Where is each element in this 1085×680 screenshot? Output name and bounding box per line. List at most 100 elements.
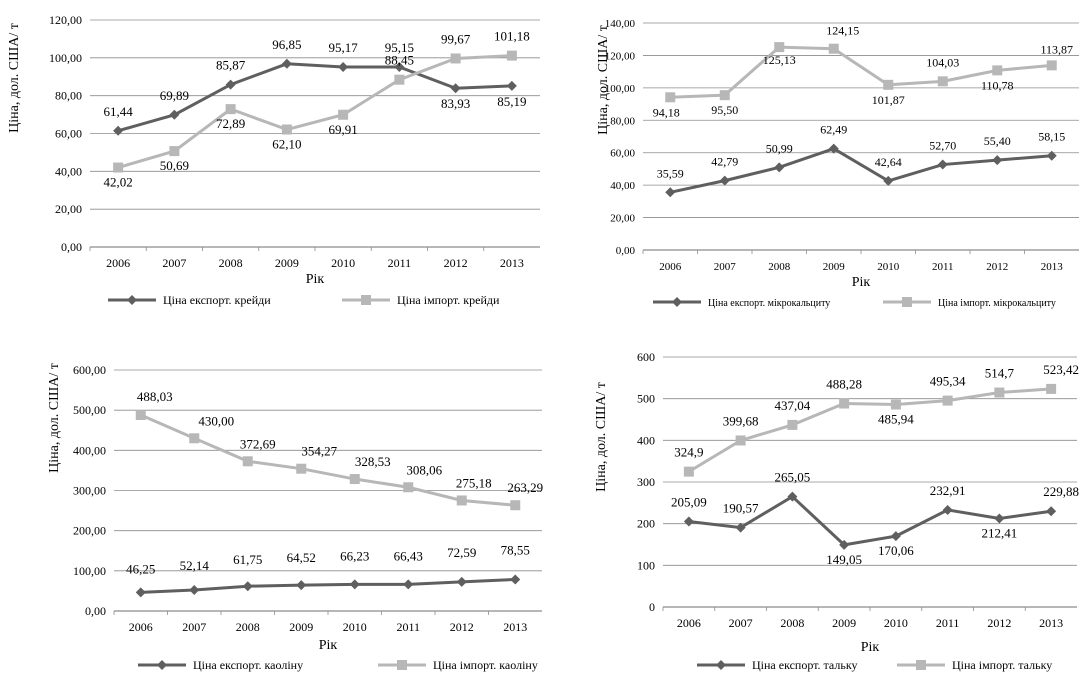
export-point-marker (169, 109, 180, 120)
data-label: 263,29 (507, 480, 543, 495)
export-point-marker (1046, 150, 1057, 161)
y-tick-label: 120,00 (49, 13, 82, 27)
import-point-marker (883, 79, 894, 90)
x-tick-label: 2008 (780, 616, 804, 630)
data-label: 88,45 (385, 53, 414, 68)
import-point-marker (456, 495, 467, 506)
data-label: 101,18 (494, 29, 530, 44)
data-label: 110,78 (981, 78, 1014, 92)
chart-svg: 0 100 200 300 400 500 600 2006 2007 2008 2009 2010 2… (594, 350, 1079, 672)
y-tick-label: 0,00 (616, 245, 636, 257)
export-point-marker (774, 162, 785, 173)
export-point-marker (719, 175, 730, 186)
export-point-marker (937, 159, 948, 170)
export-point-marker (828, 143, 839, 154)
y-tick-label: 60,00 (610, 148, 635, 160)
chart-svg: 0,00 100,00 200,00 300,00 400,00 500,00 600,00… (47, 363, 543, 672)
data-label: 78,55 (501, 542, 530, 557)
x-tick-label: 2006 (106, 256, 130, 270)
chart-chalk-prices: 0,00 20,00 40,00 60,00 80,00 100,00 120,00 2006… (0, 0, 545, 320)
export-point-marker (189, 585, 200, 596)
data-label: 308,06 (406, 462, 442, 477)
data-label: 372,69 (240, 436, 276, 451)
data-label: 72,89 (216, 116, 245, 131)
import-point-marker (506, 50, 517, 61)
import-point-marker (349, 474, 360, 485)
chart-svg: 0,00 20,00 40,00 60,00 80,00 100,00 120,00 2006… (7, 13, 540, 307)
data-label: 72,59 (447, 545, 476, 560)
export-point-marker (338, 61, 349, 72)
data-label: 104,03 (926, 55, 959, 69)
data-label: 42,02 (104, 175, 133, 190)
export-point-marker (883, 175, 894, 186)
export-point-marker (456, 576, 467, 587)
data-label: 61,44 (104, 104, 134, 119)
data-label: 125,13 (763, 53, 796, 67)
x-tick-label: 2009 (275, 256, 299, 270)
x-axis-title: Рік (852, 275, 871, 290)
data-label: 229,88 (1043, 484, 1079, 499)
import-point-marker (510, 500, 521, 511)
y-tick-label: 200,00 (73, 524, 106, 538)
x-tick-label: 2007 (162, 256, 186, 270)
data-label: 485,94 (878, 412, 914, 427)
export-point-marker (349, 579, 360, 590)
legend-label: Ціна експорт. тальку (752, 658, 857, 672)
export-point-marker (1046, 506, 1057, 517)
x-tick-label: 2013 (503, 620, 527, 634)
y-tick-label: 300,00 (73, 484, 106, 498)
legend-marker (716, 660, 726, 670)
import-point-marker (937, 76, 948, 87)
x-tick-label: 2013 (1039, 616, 1063, 630)
import-series-line (140, 413, 516, 507)
export-point-marker (394, 62, 405, 73)
data-label: 94,18 (653, 105, 680, 119)
legend-label: Ціна імпорт. крейди (397, 293, 500, 307)
x-tick-label: 2010 (884, 616, 908, 630)
y-axis-title: Ціна, дол. США/ т (7, 23, 22, 133)
import-point-marker (281, 124, 292, 135)
legend-marker (361, 295, 371, 305)
data-label: 354,27 (301, 444, 337, 459)
data-label: 95,17 (329, 40, 359, 55)
x-tick-label: 2011 (936, 616, 960, 630)
data-label: 149,05 (826, 552, 862, 567)
chart-kaolin-prices: 0,00 100,00 200,00 300,00 400,00 500,00 600,00… (0, 345, 545, 675)
x-tick-label: 2011 (932, 261, 954, 273)
data-label: 46,25 (126, 561, 155, 576)
data-label: 52,70 (929, 139, 956, 153)
export-point-marker (992, 155, 1003, 166)
x-tick-label: 2009 (832, 616, 856, 630)
data-label: 50,69 (160, 158, 189, 173)
y-tick-label: 100,00 (605, 83, 636, 95)
import-point-marker (735, 435, 746, 446)
import-point-marker (403, 482, 414, 493)
y-tick-label: 400 (637, 433, 655, 447)
y-axis-title: Ціна, дол. США/ т (594, 382, 609, 492)
data-label: 488,28 (826, 377, 862, 392)
data-label: 62,10 (272, 137, 301, 152)
x-tick-label: 2006 (677, 616, 701, 630)
data-label: 64,52 (287, 550, 316, 565)
import-point-marker (1046, 60, 1057, 71)
import-point-marker (225, 104, 236, 115)
data-label: 95,50 (711, 103, 738, 117)
legend-marker (916, 660, 926, 670)
data-label: 437,04 (775, 398, 811, 413)
x-tick-label: 2011 (388, 256, 412, 270)
export-point-marker (506, 80, 517, 91)
import-point-marker (787, 419, 798, 430)
y-tick-label: 0 (649, 600, 655, 614)
legend-marker (397, 660, 407, 670)
import-point-marker (774, 42, 785, 53)
data-label: 212,41 (982, 525, 1018, 540)
data-label: 399,68 (723, 413, 759, 428)
export-point-marker (403, 579, 414, 590)
legend-label: Ціна імпорт. каоліну (433, 658, 538, 672)
chart-talc-prices: 0 100 200 300 400 500 600 2006 2007 2008 2009 2010 2… (545, 345, 1085, 675)
data-label: 55,40 (984, 134, 1011, 148)
import-point-marker (683, 466, 694, 477)
x-tick-label: 2007 (729, 616, 753, 630)
data-label: 35,59 (657, 166, 684, 180)
legend-label: Ціна експорт. каоліну (193, 658, 303, 672)
